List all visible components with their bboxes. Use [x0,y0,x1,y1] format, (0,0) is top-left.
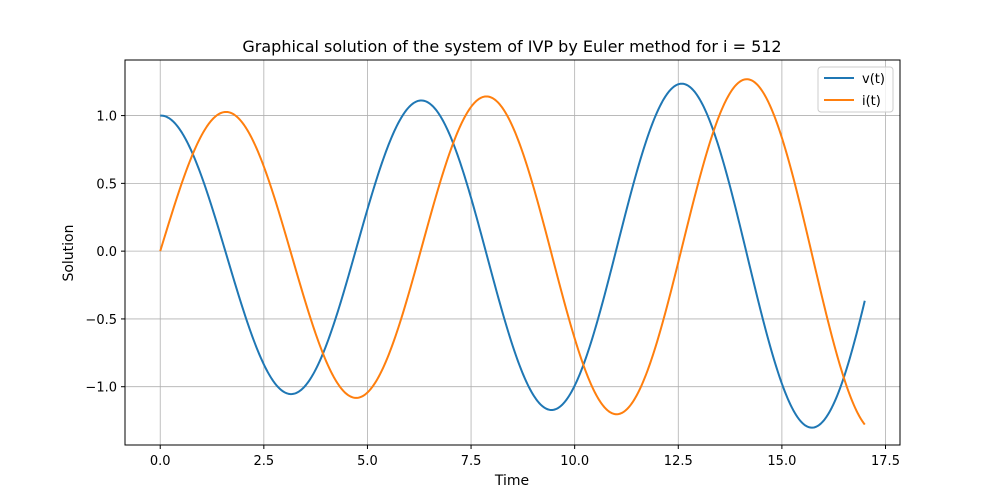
x-tick-label: 2.5 [253,454,274,469]
x-axis-label: Time [494,473,529,489]
x-tick-label: 7.5 [461,454,482,469]
legend-label-i: i(t) [862,94,881,109]
legend: v(t) i(t) [817,66,894,113]
x-tick-label: 12.5 [664,454,693,469]
chart-title: Graphical solution of the system of IVP … [242,37,781,56]
y-tick-label: −0.5 [85,313,117,328]
series-group [159,78,866,429]
plot-frame [124,59,901,446]
x-tick-label: 17.5 [871,454,900,469]
x-tick-label: 15.0 [767,454,796,469]
x-tick-label: 5.0 [357,454,378,469]
y-axis-label: Solution [61,224,77,281]
series-line-v [160,82,866,429]
grid [125,60,900,445]
x-tick-label: 10.0 [560,454,589,469]
y-tick-label: −1.0 [85,381,117,396]
x-tick-label: 0.0 [150,454,171,469]
y-tick-label: 0.0 [96,245,117,260]
legend-label-v: v(t) [862,72,885,87]
y-tick-label: 0.5 [96,177,117,192]
ticks: 0.0 2.5 5.0 7.5 10.0 12.5 15.0 17.5 −1.0 −0.5 0.0 0… [85,110,900,469]
series-line-i [159,78,866,426]
y-tick-label: 1.0 [96,110,117,125]
